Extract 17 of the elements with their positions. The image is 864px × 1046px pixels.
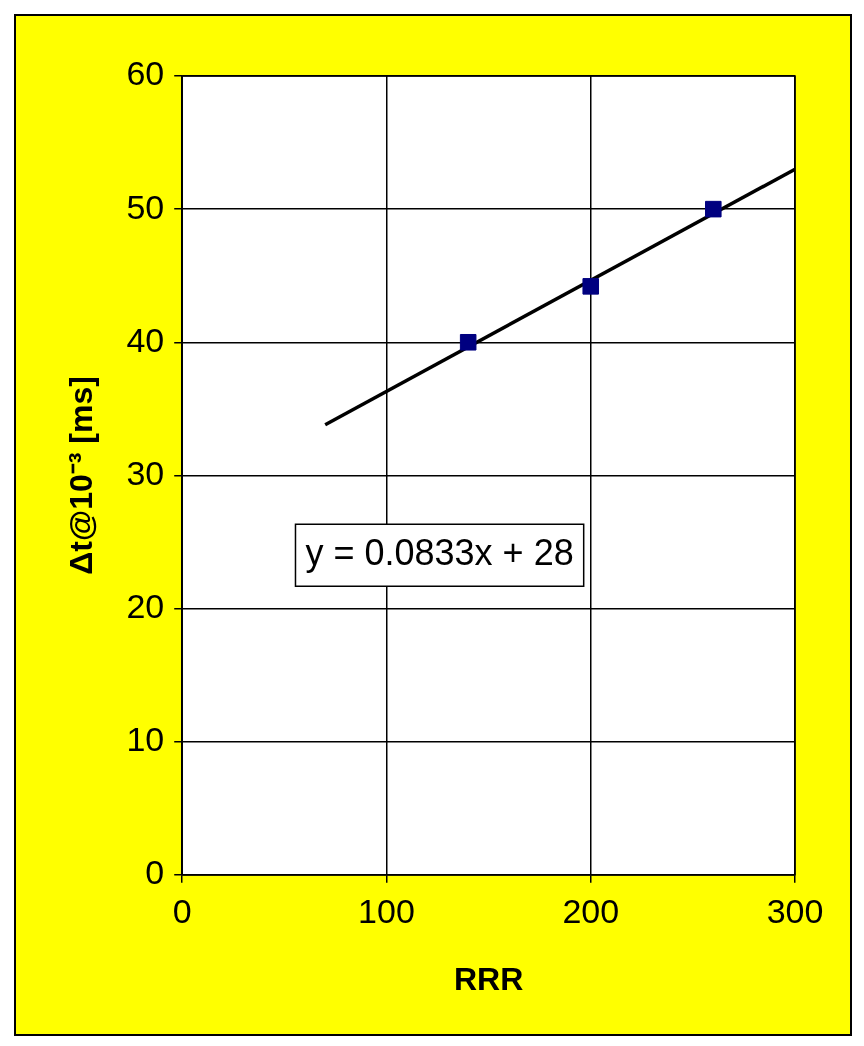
x-axis-title: RRR [453,960,524,997]
point [582,278,600,295]
annotation: y = 0.0833x + 28 [305,532,574,574]
x-tick-label: 200 [562,891,620,930]
x-tick-label: 100 [358,891,415,930]
y-tick-label: 40 [126,320,165,359]
x-tick-label: 0 [172,891,192,930]
point [705,200,722,218]
y-tick-label: 10 [126,720,165,759]
x-tick-label: 300 [766,891,824,930]
point [459,333,477,351]
y-tick-label: 60 [126,54,165,93]
y-tick-label: 50 [126,187,165,226]
y-tick-label: 20 [126,586,165,625]
y-tick-label: 0 [145,853,165,892]
y-axis-title: Δt@10⁻³ [ms] [63,376,100,575]
y-tick-label: 30 [126,453,165,492]
